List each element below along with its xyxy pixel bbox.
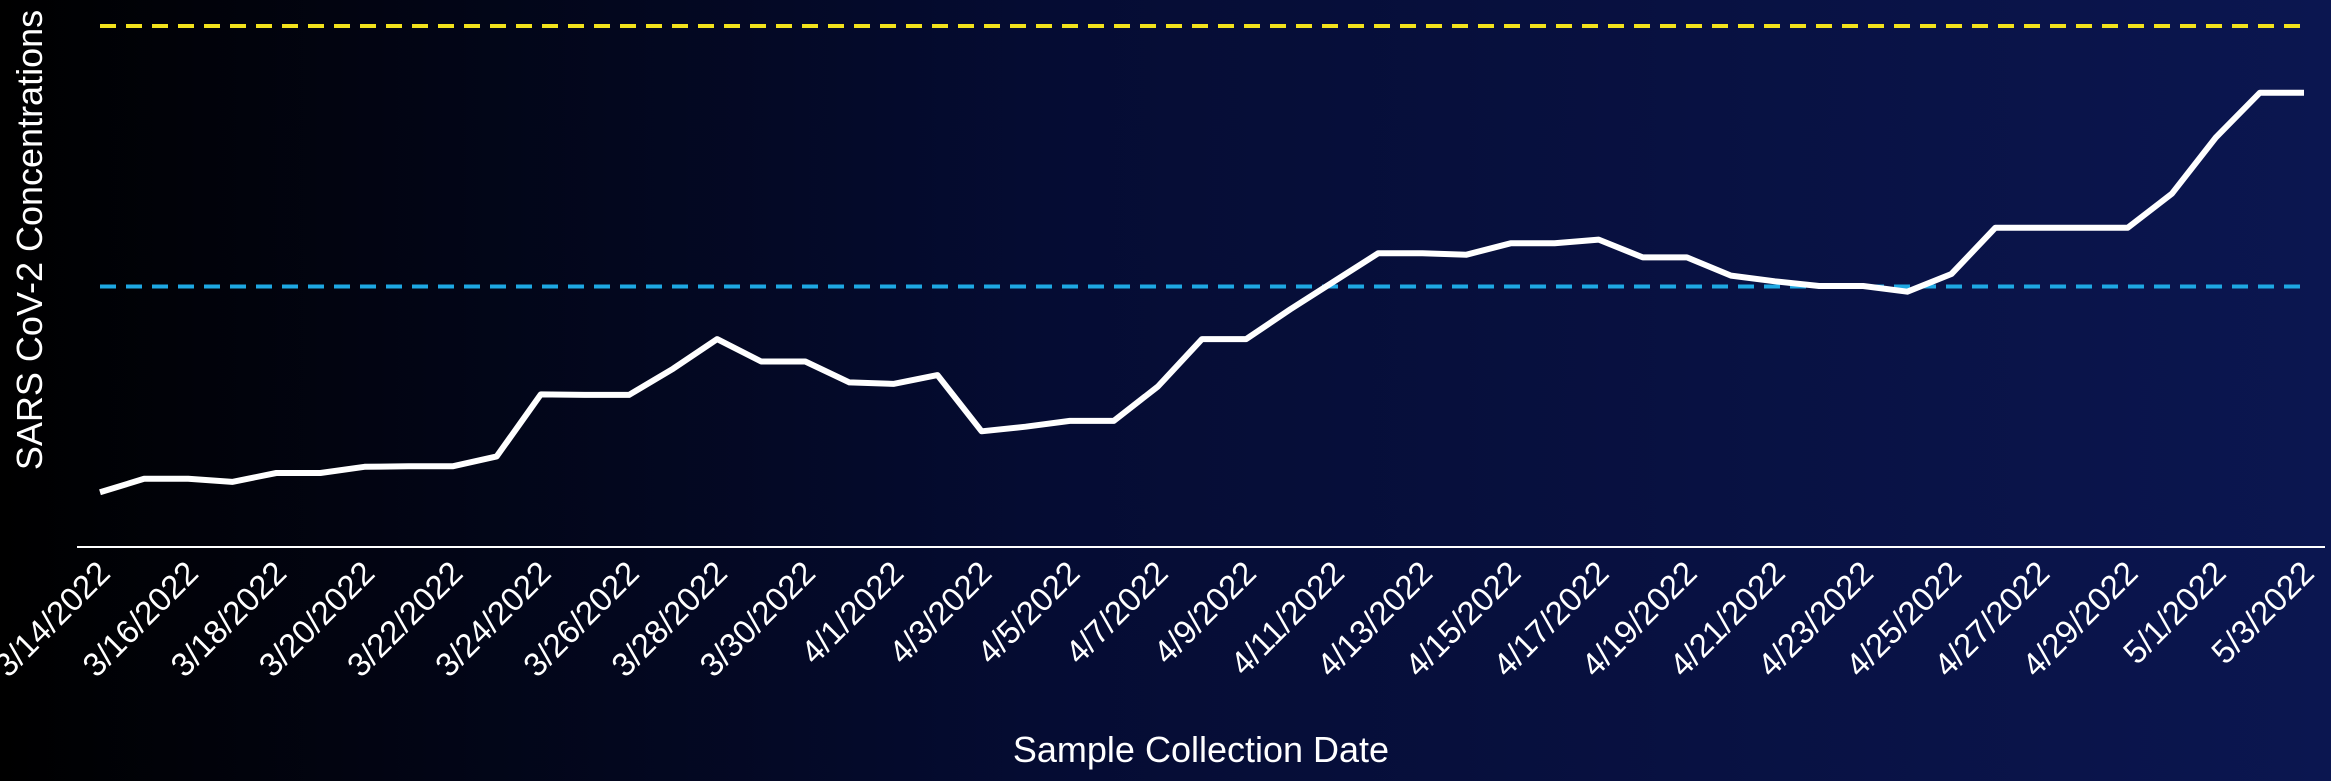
data-line <box>99 89 2304 496</box>
x-axis-title: Sample Collection Date <box>1013 729 1389 770</box>
y-axis-title: SARS CoV-2 Concentrations <box>9 10 50 470</box>
